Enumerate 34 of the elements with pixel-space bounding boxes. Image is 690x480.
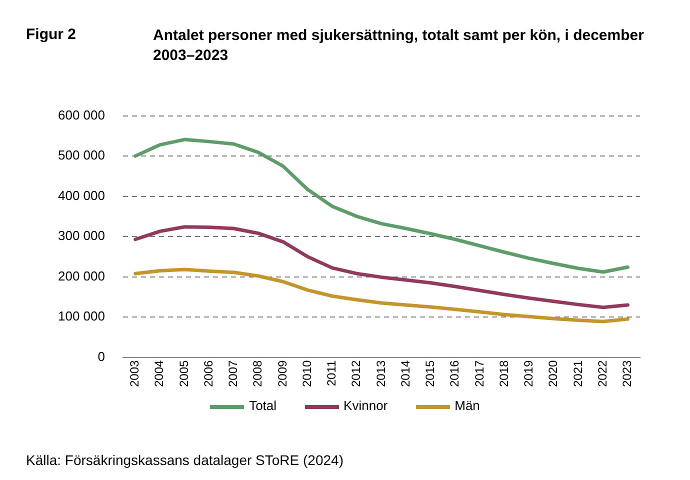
x-tick-label: 2019 bbox=[522, 360, 536, 388]
x-tick-label: 2004 bbox=[152, 360, 166, 388]
x-tick-label: 2010 bbox=[300, 360, 314, 388]
x-tick-label: 2011 bbox=[324, 360, 339, 386]
legend-label: Kvinnor bbox=[344, 398, 388, 413]
x-tick-label: 2008 bbox=[250, 360, 265, 388]
chart-title: Antalet personer med sjukersättning, totalt samt per kön, i december 2003–2023 bbox=[153, 26, 645, 66]
x-tick-label: 2003 bbox=[128, 360, 142, 388]
x-tick-label: 2013 bbox=[374, 360, 388, 388]
x-tick-label: 2016 bbox=[448, 360, 462, 388]
y-tick-label: 600 000 bbox=[58, 107, 105, 122]
x-tick-label: 2015 bbox=[423, 360, 438, 388]
y-tick-label: 400 000 bbox=[58, 188, 105, 203]
x-tick-label: 2022 bbox=[595, 360, 610, 388]
x-tick-label: 2005 bbox=[176, 360, 191, 388]
y-tick-label: 0 bbox=[98, 348, 105, 364]
y-tick-label: 300 000 bbox=[58, 228, 105, 244]
y-tick-label: 200 000 bbox=[58, 268, 105, 284]
x-tick-label: 2006 bbox=[201, 360, 216, 388]
legend-label: Män bbox=[454, 398, 480, 413]
x-tick-label: 2012 bbox=[349, 360, 364, 388]
legend-label: Total bbox=[249, 398, 277, 413]
text: Källa: Försäkringskassans datalager SToRE (2024) bbox=[26, 452, 344, 468]
x-tick-label: 2023 bbox=[620, 360, 634, 388]
x-tick-label: 2021 bbox=[570, 360, 585, 388]
x-tick-label: 2020 bbox=[546, 360, 560, 388]
x-tick-label: 2017 bbox=[472, 360, 486, 388]
x-tick-label: 2009 bbox=[275, 360, 290, 388]
x-tick-label: 2007 bbox=[226, 360, 240, 388]
x-tick-label: 2014 bbox=[398, 360, 412, 388]
y-tick-label: 100 000 bbox=[58, 308, 105, 324]
x-tick-label: 2018 bbox=[496, 360, 511, 388]
text: Figur 2 bbox=[26, 26, 76, 43]
y-tick-label: 500 000 bbox=[58, 148, 105, 163]
